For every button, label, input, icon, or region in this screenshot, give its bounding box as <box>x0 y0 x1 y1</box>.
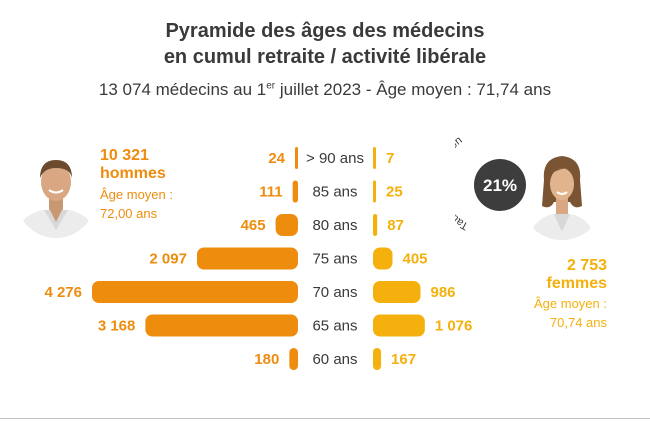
bar-hommes-3 <box>196 247 298 270</box>
value-label-hommes-0: 24 <box>268 150 285 167</box>
feminisation-rate: 21% <box>483 176 517 195</box>
women-avg-age-label: Âge moyen : <box>534 296 607 311</box>
chart-title-line1: Pyramide des âges des médecins <box>165 20 485 42</box>
bar-femmes-6 <box>373 348 382 370</box>
value-label-hommes-2: 465 <box>241 217 266 234</box>
category-label-1: 85 ans <box>312 184 357 201</box>
value-label-hommes-1: 111 <box>259 184 282 201</box>
men-avg-age-label: Âge moyen : <box>100 187 173 202</box>
subtitle-superscript: er <box>266 80 276 92</box>
male-doctor-icon <box>16 158 96 238</box>
bar-femmes-5 <box>373 314 425 337</box>
value-label-hommes-3: 2 097 <box>149 251 187 268</box>
bar-hommes-5 <box>145 314 298 337</box>
feminisation-badge: 21% Taux de féminisation <box>455 134 526 232</box>
value-label-femmes-0: 7 <box>386 150 394 167</box>
bar-hommes-0 <box>295 147 298 169</box>
category-label-5: 65 ans <box>312 318 357 335</box>
subtitle-text-before: 13 074 médecins au 1 <box>98 80 267 99</box>
feminisation-rate-circle <box>474 159 526 211</box>
bar-hommes-6 <box>289 348 298 370</box>
bar-femmes-2 <box>373 214 378 236</box>
category-label-4: 70 ans <box>312 284 357 301</box>
bar-femmes-3 <box>373 247 393 270</box>
value-label-femmes-5: 1 076 <box>435 318 473 335</box>
feminisation-label-path: Taux de féminisation <box>455 134 470 232</box>
value-label-hommes-4: 4 276 <box>44 284 82 301</box>
value-label-femmes-6: 167 <box>391 351 416 368</box>
bar-femmes-4 <box>373 281 421 303</box>
value-label-femmes-3: 405 <box>403 251 428 268</box>
chart-title-line2: en cumul retraite / activité libérale <box>163 46 487 68</box>
women-label: femmes <box>546 275 607 292</box>
bar-hommes-1 <box>292 180 298 203</box>
value-label-hommes-5: 3 168 <box>98 318 136 335</box>
bar-femmes-0 <box>373 147 376 169</box>
category-label-3: 75 ans <box>312 251 357 268</box>
value-label-femmes-2: 87 <box>387 217 404 234</box>
category-label-0: > 90 ans <box>306 150 364 167</box>
category-label-2: 80 ans <box>312 217 357 234</box>
value-label-femmes-1: 25 <box>386 184 403 201</box>
men-avg-age-value: 72,00 ans <box>100 206 158 221</box>
men-label: hommes <box>100 165 166 182</box>
value-label-hommes-6: 180 <box>254 351 279 368</box>
men-count: 10 321 <box>100 147 149 164</box>
category-label-6: 60 ans <box>312 351 357 368</box>
bar-femmes-1 <box>373 180 376 203</box>
female-doctor-icon <box>520 156 604 240</box>
bar-hommes-2 <box>275 214 298 236</box>
bar-hommes-4 <box>92 281 298 303</box>
value-label-femmes-4: 986 <box>431 284 456 301</box>
footer-divider <box>0 418 650 419</box>
women-avg-age-value: 70,74 ans <box>549 315 607 330</box>
feminisation-label: Taux de féminisation <box>455 134 470 232</box>
women-count: 2 753 <box>566 257 607 274</box>
chart-subtitle: 13 074 médecins au 1er juillet 2023 - Âg… <box>0 80 650 100</box>
subtitle-text-after: juillet 2023 - Âge moyen : 71,74 ans <box>275 80 552 99</box>
